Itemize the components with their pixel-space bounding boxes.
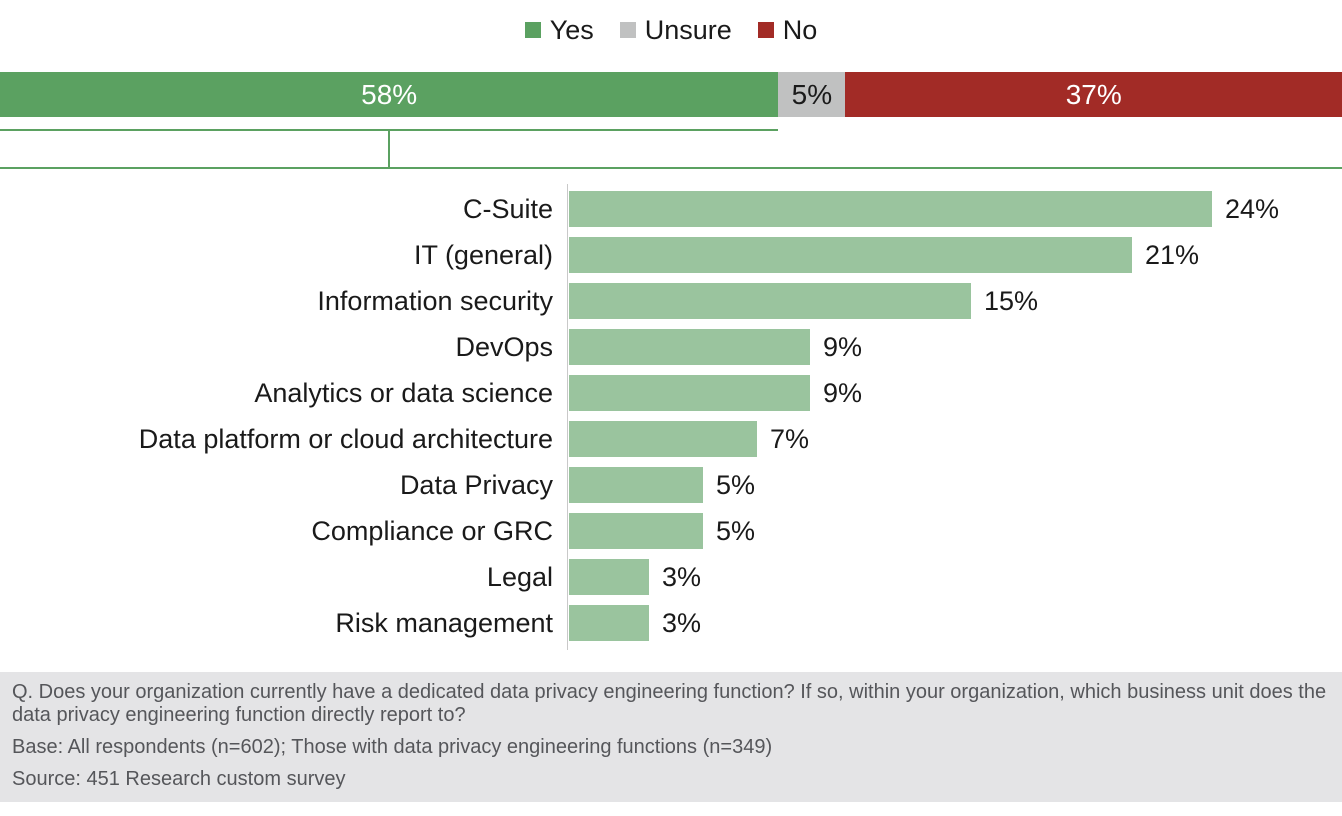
category-label: Analytics or data science bbox=[254, 378, 553, 408]
legend-swatch-icon bbox=[524, 22, 541, 38]
footnote-panel: Q. Does your organization currently have… bbox=[0, 672, 1342, 802]
legend-swatch-icon bbox=[619, 22, 636, 38]
chart-row: Data platform or cloud architecture 7% bbox=[0, 416, 1342, 462]
bar bbox=[569, 191, 1212, 227]
legend-item-no: No bbox=[757, 14, 818, 46]
category-label: Data platform or cloud architecture bbox=[138, 424, 553, 454]
category-label: Compliance or GRC bbox=[311, 516, 553, 546]
bar-value-label: 24% bbox=[1225, 193, 1280, 224]
question-text: Q. Does your organization currently have… bbox=[12, 681, 1327, 726]
bar bbox=[569, 559, 649, 595]
bar-value-label: 9% bbox=[823, 377, 863, 408]
bar bbox=[569, 283, 971, 319]
legend-swatch-icon bbox=[757, 22, 774, 38]
legend-item-unsure: Unsure bbox=[619, 14, 732, 46]
category-label: IT (general) bbox=[413, 240, 553, 270]
chart-row: Information security 15% bbox=[0, 278, 1342, 324]
bar-value-label: 9% bbox=[823, 331, 863, 362]
category-label: C-Suite bbox=[462, 194, 553, 224]
bar bbox=[569, 467, 703, 503]
legend-label: Yes bbox=[549, 15, 594, 45]
bar-value-label: 21% bbox=[1145, 239, 1200, 270]
bracket-connector-line bbox=[388, 129, 391, 169]
chart-row: Compliance or GRC 5% bbox=[0, 508, 1342, 554]
breakdown-bar-chart: C-Suite 24% IT (general) 21% Information sec… bbox=[0, 186, 1342, 646]
chart-row: Risk management 3% bbox=[0, 600, 1342, 646]
source-text: Source: 451 Research custom survey bbox=[12, 768, 346, 790]
stacked-segment-unsure: 5% bbox=[778, 72, 846, 117]
chart-row: IT (general) 21% bbox=[0, 232, 1342, 278]
segment-value-label: 37% bbox=[1065, 78, 1122, 110]
bar-value-label: 3% bbox=[662, 561, 702, 592]
category-label: Data Privacy bbox=[399, 470, 553, 500]
chart-row: Legal 3% bbox=[0, 554, 1342, 600]
bracket-line-breakdown bbox=[0, 167, 1342, 169]
bar bbox=[569, 375, 810, 411]
base-text: Base: All respondents (n=602); Those wit… bbox=[12, 736, 773, 758]
bar bbox=[569, 329, 810, 365]
bar-value-label: 5% bbox=[716, 469, 756, 500]
bar-value-label: 3% bbox=[662, 607, 702, 638]
bar bbox=[569, 237, 1132, 273]
bar-value-label: 5% bbox=[716, 515, 756, 546]
bar bbox=[569, 421, 757, 457]
legend-item-yes: Yes bbox=[524, 14, 594, 46]
bar-value-label: 15% bbox=[984, 285, 1039, 316]
chart-row: C-Suite 24% bbox=[0, 186, 1342, 232]
bar-value-label: 7% bbox=[770, 423, 810, 454]
chart-row: Analytics or data science 9% bbox=[0, 370, 1342, 416]
category-label: Information security bbox=[317, 286, 553, 316]
chart-row: DevOps 9% bbox=[0, 324, 1342, 370]
stacked-segment-yes: 58% bbox=[0, 72, 779, 117]
category-label: Risk management bbox=[335, 608, 553, 638]
bar bbox=[569, 605, 649, 641]
legend-label: Unsure bbox=[644, 15, 732, 45]
legend-label: No bbox=[782, 15, 818, 45]
stacked-bar: 58% 5% 37% bbox=[0, 72, 1342, 117]
legend: Yes Unsure No bbox=[0, 14, 1342, 46]
category-label: DevOps bbox=[455, 332, 553, 362]
stacked-segment-no: 37% bbox=[845, 72, 1342, 117]
bar bbox=[569, 513, 703, 549]
category-label: Legal bbox=[486, 562, 553, 592]
segment-value-label: 58% bbox=[361, 78, 418, 110]
segment-value-label: 5% bbox=[791, 78, 833, 110]
chart-row: Data Privacy 5% bbox=[0, 462, 1342, 508]
category-axis-line bbox=[567, 184, 568, 650]
